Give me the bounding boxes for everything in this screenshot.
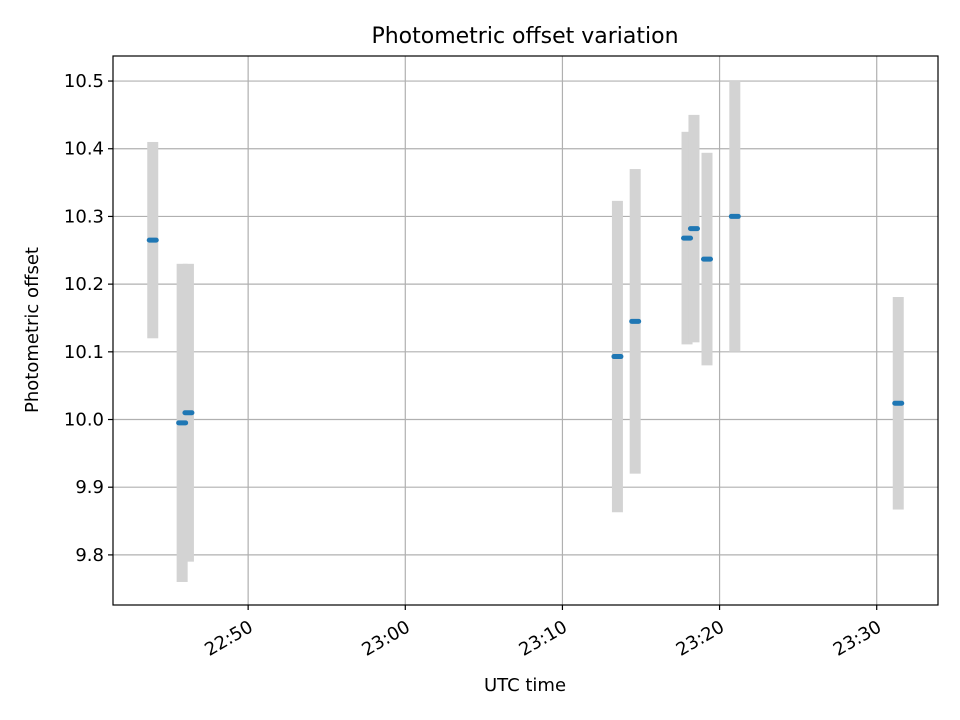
y-tick-label: 10.5 bbox=[64, 71, 104, 92]
y-tick-label: 10.2 bbox=[64, 274, 104, 295]
data-markers bbox=[146, 213, 905, 426]
y-tick-label: 10.3 bbox=[64, 206, 104, 227]
x-axis-title: UTC time bbox=[484, 675, 566, 696]
y-axis-title: Photometric offset bbox=[22, 247, 43, 413]
chart-title: Photometric offset variation bbox=[371, 24, 678, 49]
y-axis: 9.8 9.9 10.0 10.1 10.2 10.3 10.4 10.5 bbox=[64, 71, 113, 566]
y-tick-label: 10.0 bbox=[64, 410, 104, 431]
y-tick-label: 10.4 bbox=[64, 139, 104, 160]
y-tick-label: 9.9 bbox=[75, 477, 104, 498]
y-tick-label: 10.1 bbox=[64, 342, 104, 363]
plot-frame bbox=[112, 55, 939, 606]
y-tick-label: 9.8 bbox=[75, 545, 104, 566]
grid bbox=[113, 56, 938, 605]
